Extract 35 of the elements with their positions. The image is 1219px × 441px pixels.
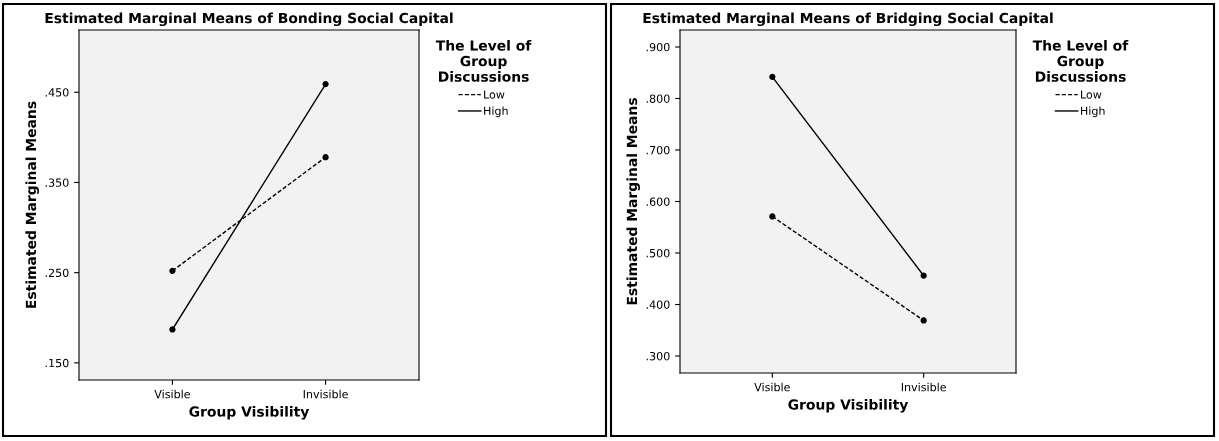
- legend-title: The Level of Group Discussions: [435, 40, 532, 82]
- point: [920, 317, 927, 324]
- chart-title: Estimated Marginal Means of Bonding Social Capital: [45, 12, 453, 27]
- x-tick-label: Visible: [154, 389, 190, 399]
- legend-title: The Level of Group Discussions: [1032, 40, 1129, 82]
- y-axis-title: Estimated Marginal Means: [25, 101, 39, 308]
- y-tick-label: .450: [45, 88, 69, 97]
- point: [920, 272, 927, 279]
- point: [322, 154, 329, 161]
- y-axis-title: Estimated Marginal Means: [626, 98, 640, 305]
- point: [322, 80, 329, 88]
- y-tick-label: .350: [45, 178, 69, 187]
- x-tick-label: Invisible: [303, 389, 348, 399]
- y-tick-label: .700: [646, 145, 670, 155]
- point: [769, 73, 776, 80]
- x-tick-label: Visible: [754, 382, 790, 392]
- y-tick-label: .300: [646, 351, 670, 361]
- y-tick-label: .500: [646, 248, 670, 258]
- legend-label: Low: [1081, 90, 1102, 99]
- legend-label: High: [1081, 106, 1105, 118]
- y-tick-label: .250: [45, 268, 69, 278]
- x-axis-title: Group Visibility: [788, 399, 909, 413]
- y-tick-label: .400: [646, 300, 670, 309]
- x-axis-title: Group Visibility: [189, 406, 310, 420]
- x-tick-label: Invisible: [901, 382, 946, 392]
- point: [169, 267, 176, 274]
- legend-label: Low: [484, 90, 505, 99]
- y-tick-label: .900: [646, 42, 670, 52]
- point: [769, 213, 776, 220]
- legend-label: High: [484, 106, 508, 118]
- point: [169, 326, 176, 333]
- y-tick-label: .800: [646, 94, 670, 103]
- y-tick-label: .600: [646, 197, 670, 206]
- chart-title: Estimated Marginal Means of Bridging Social Capital: [643, 12, 1053, 27]
- y-tick-label: .150: [45, 358, 69, 368]
